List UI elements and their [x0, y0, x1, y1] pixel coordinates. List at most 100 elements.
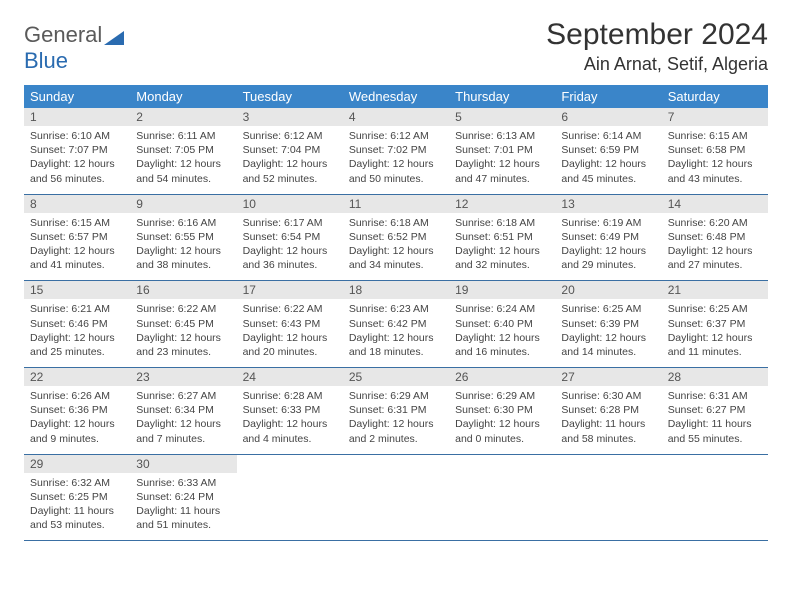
- daylight-line1: Daylight: 12 hours: [455, 417, 549, 431]
- day-number: [343, 455, 449, 473]
- dayhead-saturday: Saturday: [662, 85, 768, 108]
- sunset-line: Sunset: 6:54 PM: [243, 230, 337, 244]
- daylight-line1: Daylight: 12 hours: [561, 331, 655, 345]
- day-number: 21: [662, 281, 768, 299]
- sunrise-line: Sunrise: 6:17 AM: [243, 216, 337, 230]
- daylight-line2: and 36 minutes.: [243, 258, 337, 272]
- day-header-row: Sunday Monday Tuesday Wednesday Thursday…: [24, 85, 768, 108]
- day-body: Sunrise: 6:12 AMSunset: 7:02 PMDaylight:…: [343, 126, 449, 194]
- daylight-line2: and 38 minutes.: [136, 258, 230, 272]
- sunset-line: Sunset: 6:46 PM: [30, 317, 124, 331]
- day-cell: 24Sunrise: 6:28 AMSunset: 6:33 PMDayligh…: [237, 368, 343, 454]
- day-body: Sunrise: 6:19 AMSunset: 6:49 PMDaylight:…: [555, 213, 661, 281]
- sunrise-line: Sunrise: 6:15 AM: [668, 129, 762, 143]
- day-number: 16: [130, 281, 236, 299]
- daylight-line2: and 32 minutes.: [455, 258, 549, 272]
- day-number: 5: [449, 108, 555, 126]
- sunrise-line: Sunrise: 6:30 AM: [561, 389, 655, 403]
- daylight-line1: Daylight: 12 hours: [668, 244, 762, 258]
- sunrise-line: Sunrise: 6:22 AM: [243, 302, 337, 316]
- dayhead-monday: Monday: [130, 85, 236, 108]
- daylight-line2: and 58 minutes.: [561, 432, 655, 446]
- day-number: [237, 455, 343, 473]
- daylight-line2: and 55 minutes.: [668, 432, 762, 446]
- daylight-line2: and 18 minutes.: [349, 345, 443, 359]
- logo-text: General Blue: [24, 22, 124, 74]
- sunrise-line: Sunrise: 6:27 AM: [136, 389, 230, 403]
- daylight-line1: Daylight: 12 hours: [561, 157, 655, 171]
- day-cell: 19Sunrise: 6:24 AMSunset: 6:40 PMDayligh…: [449, 281, 555, 367]
- sunset-line: Sunset: 7:02 PM: [349, 143, 443, 157]
- day-number: [662, 455, 768, 473]
- daylight-line1: Daylight: 11 hours: [136, 504, 230, 518]
- daylight-line2: and 16 minutes.: [455, 345, 549, 359]
- daylight-line1: Daylight: 12 hours: [243, 244, 337, 258]
- sunrise-line: Sunrise: 6:12 AM: [243, 129, 337, 143]
- day-number: 29: [24, 455, 130, 473]
- day-cell: [662, 455, 768, 541]
- sunrise-line: Sunrise: 6:29 AM: [349, 389, 443, 403]
- daylight-line2: and 7 minutes.: [136, 432, 230, 446]
- sunrise-line: Sunrise: 6:23 AM: [349, 302, 443, 316]
- logo-triangle-icon: [104, 31, 124, 45]
- day-body: Sunrise: 6:12 AMSunset: 7:04 PMDaylight:…: [237, 126, 343, 194]
- calendar-page: General Blue September 2024 Ain Arnat, S…: [0, 0, 792, 559]
- sunrise-line: Sunrise: 6:10 AM: [30, 129, 124, 143]
- day-body: Sunrise: 6:32 AMSunset: 6:25 PMDaylight:…: [24, 473, 130, 541]
- day-cell: 17Sunrise: 6:22 AMSunset: 6:43 PMDayligh…: [237, 281, 343, 367]
- day-number: 7: [662, 108, 768, 126]
- day-number: 14: [662, 195, 768, 213]
- sunrise-line: Sunrise: 6:12 AM: [349, 129, 443, 143]
- sunset-line: Sunset: 6:58 PM: [668, 143, 762, 157]
- sunrise-line: Sunrise: 6:15 AM: [30, 216, 124, 230]
- sunset-line: Sunset: 6:36 PM: [30, 403, 124, 417]
- sunrise-line: Sunrise: 6:26 AM: [30, 389, 124, 403]
- day-number: 9: [130, 195, 236, 213]
- daylight-line1: Daylight: 12 hours: [30, 157, 124, 171]
- day-number: [449, 455, 555, 473]
- dayhead-friday: Friday: [555, 85, 661, 108]
- daylight-line2: and 25 minutes.: [30, 345, 124, 359]
- sunset-line: Sunset: 7:07 PM: [30, 143, 124, 157]
- sunset-line: Sunset: 6:34 PM: [136, 403, 230, 417]
- daylight-line1: Daylight: 12 hours: [30, 244, 124, 258]
- daylight-line2: and 11 minutes.: [668, 345, 762, 359]
- page-header: General Blue September 2024 Ain Arnat, S…: [24, 18, 768, 75]
- day-number: 10: [237, 195, 343, 213]
- day-body: Sunrise: 6:21 AMSunset: 6:46 PMDaylight:…: [24, 299, 130, 367]
- day-cell: 13Sunrise: 6:19 AMSunset: 6:49 PMDayligh…: [555, 195, 661, 281]
- day-body: Sunrise: 6:14 AMSunset: 6:59 PMDaylight:…: [555, 126, 661, 194]
- day-body: Sunrise: 6:17 AMSunset: 6:54 PMDaylight:…: [237, 213, 343, 281]
- day-cell: 11Sunrise: 6:18 AMSunset: 6:52 PMDayligh…: [343, 195, 449, 281]
- sunrise-line: Sunrise: 6:28 AM: [243, 389, 337, 403]
- day-cell: 15Sunrise: 6:21 AMSunset: 6:46 PMDayligh…: [24, 281, 130, 367]
- day-body: Sunrise: 6:13 AMSunset: 7:01 PMDaylight:…: [449, 126, 555, 194]
- day-cell: 27Sunrise: 6:30 AMSunset: 6:28 PMDayligh…: [555, 368, 661, 454]
- week-row: 15Sunrise: 6:21 AMSunset: 6:46 PMDayligh…: [24, 281, 768, 368]
- day-cell: 3Sunrise: 6:12 AMSunset: 7:04 PMDaylight…: [237, 108, 343, 194]
- day-cell: 8Sunrise: 6:15 AMSunset: 6:57 PMDaylight…: [24, 195, 130, 281]
- day-body: Sunrise: 6:20 AMSunset: 6:48 PMDaylight:…: [662, 213, 768, 281]
- sunset-line: Sunset: 6:25 PM: [30, 490, 124, 504]
- sunset-line: Sunset: 6:24 PM: [136, 490, 230, 504]
- sunset-line: Sunset: 6:52 PM: [349, 230, 443, 244]
- day-body: Sunrise: 6:22 AMSunset: 6:43 PMDaylight:…: [237, 299, 343, 367]
- sunset-line: Sunset: 6:30 PM: [455, 403, 549, 417]
- daylight-line2: and 51 minutes.: [136, 518, 230, 532]
- daylight-line1: Daylight: 12 hours: [349, 417, 443, 431]
- daylight-line2: and 50 minutes.: [349, 172, 443, 186]
- sunset-line: Sunset: 6:59 PM: [561, 143, 655, 157]
- dayhead-wednesday: Wednesday: [343, 85, 449, 108]
- daylight-line2: and 23 minutes.: [136, 345, 230, 359]
- sunset-line: Sunset: 7:01 PM: [455, 143, 549, 157]
- sunset-line: Sunset: 6:57 PM: [30, 230, 124, 244]
- sunrise-line: Sunrise: 6:20 AM: [668, 216, 762, 230]
- day-cell: 30Sunrise: 6:33 AMSunset: 6:24 PMDayligh…: [130, 455, 236, 541]
- daylight-line1: Daylight: 12 hours: [136, 417, 230, 431]
- day-number: 20: [555, 281, 661, 299]
- day-body: [343, 473, 449, 533]
- day-body: Sunrise: 6:22 AMSunset: 6:45 PMDaylight:…: [130, 299, 236, 367]
- day-body: [662, 473, 768, 533]
- daylight-line1: Daylight: 12 hours: [30, 331, 124, 345]
- sunrise-line: Sunrise: 6:25 AM: [668, 302, 762, 316]
